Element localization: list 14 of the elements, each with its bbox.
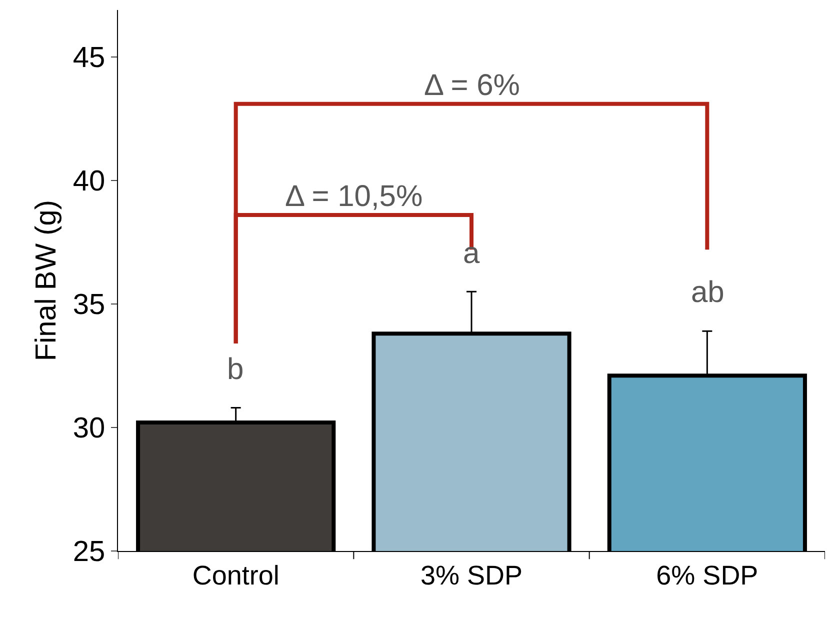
annotation: Δ = 10,5% xyxy=(285,180,423,213)
x-tick-label: 6% SDP xyxy=(656,560,758,590)
x-tick-label: 3% SDP xyxy=(420,560,523,590)
y-tick-label: 40 xyxy=(72,166,106,198)
annotation: b xyxy=(227,353,244,386)
y-tick-label: 45 xyxy=(72,42,106,74)
annotation: Δ = 6% xyxy=(424,69,520,102)
y-tick-label: 25 xyxy=(72,536,106,568)
annotation: a xyxy=(463,237,480,270)
y-tick-label: 30 xyxy=(72,412,106,445)
y-axis-title: Final BW (g) xyxy=(30,200,62,362)
y-tick-label: 35 xyxy=(72,289,106,322)
x-tick-label: Control xyxy=(192,560,280,590)
annotation: ab xyxy=(691,276,724,309)
